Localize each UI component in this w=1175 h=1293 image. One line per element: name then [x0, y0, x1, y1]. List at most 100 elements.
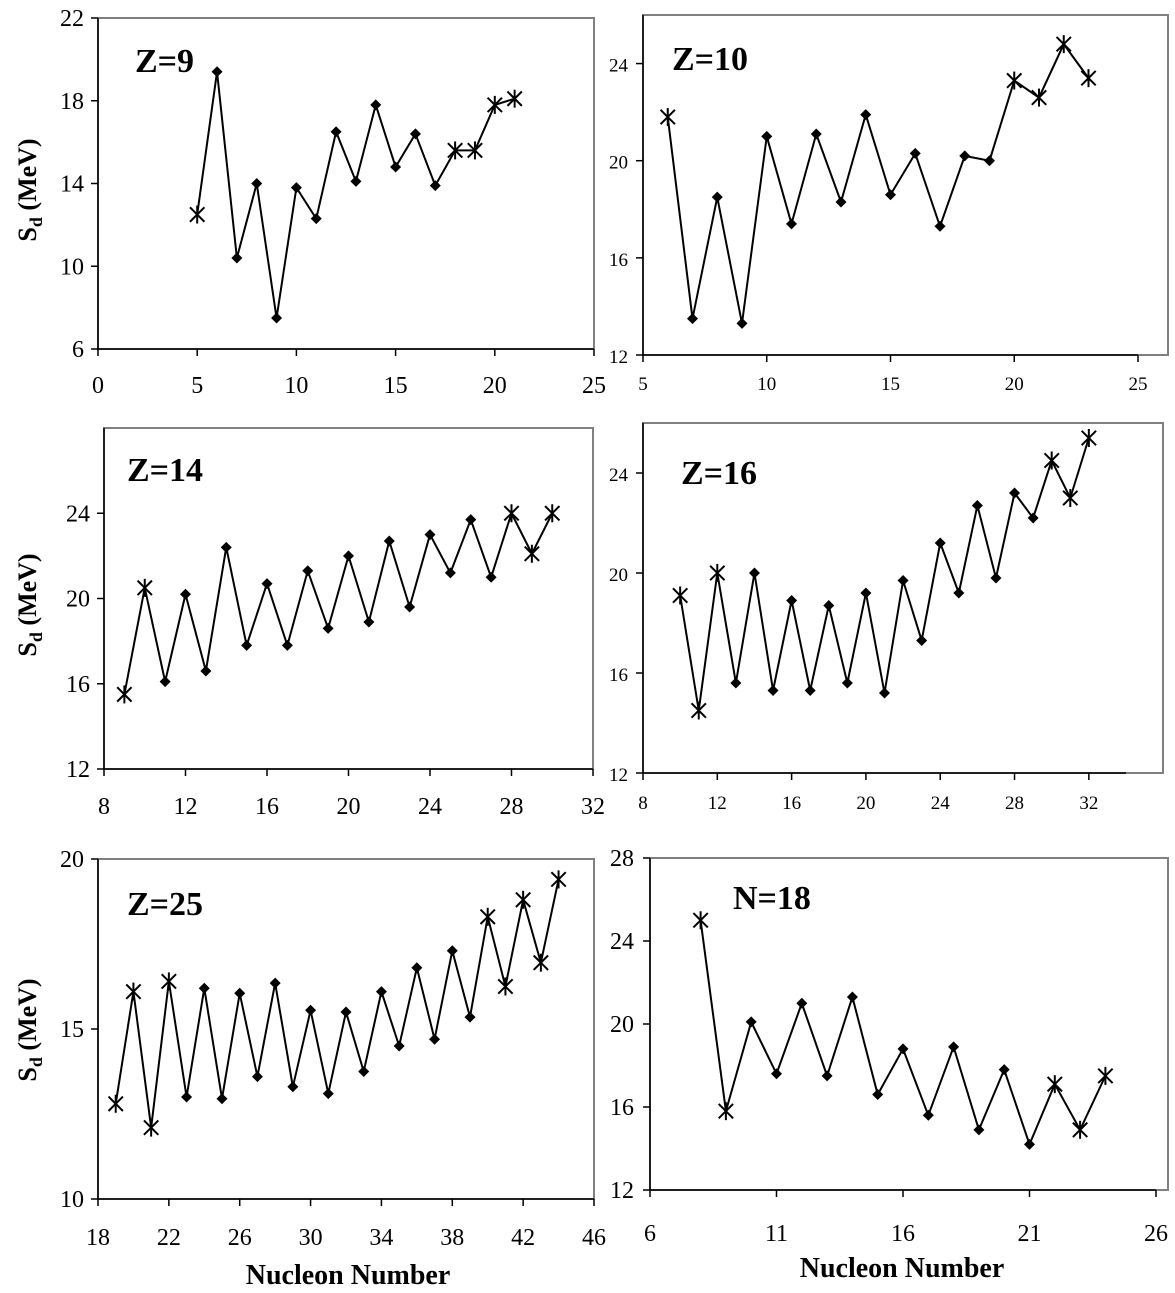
data-point-diamond	[761, 130, 773, 142]
y-tick-label: 16	[609, 665, 628, 686]
data-point-diamond	[872, 1089, 884, 1101]
x-tick-label: 12	[708, 793, 727, 814]
data-point-star	[1080, 429, 1097, 447]
y-tick-label: 24	[66, 501, 90, 527]
y-tick-label: 20	[60, 847, 84, 873]
data-point-diamond	[271, 312, 283, 324]
data-point-diamond	[251, 178, 263, 189]
data-point-diamond	[429, 1033, 441, 1045]
data-point-diamond	[767, 685, 779, 696]
data-point-diamond	[998, 1064, 1010, 1076]
series-line	[699, 920, 1107, 1148]
y-tick-label: 22	[60, 6, 84, 32]
data-point-diamond	[363, 616, 375, 628]
data-point-diamond	[446, 945, 458, 957]
data-point-star	[160, 972, 177, 991]
y-tick-label: 6	[72, 337, 84, 363]
data-point-star	[479, 907, 496, 926]
x-axis-label: Nucleon Number	[800, 1253, 1005, 1284]
data-point-diamond	[897, 1043, 909, 1055]
data-point-star	[125, 982, 142, 1001]
data-point-star	[544, 504, 561, 523]
x-tick-label: 16	[782, 793, 801, 814]
data-point-star	[709, 564, 726, 582]
data-point-star	[692, 911, 709, 930]
data-point-diamond	[922, 1109, 934, 1121]
data-point-star	[1062, 489, 1079, 507]
data-point-diamond	[404, 601, 416, 613]
data-point-star	[107, 1094, 124, 1113]
data-point-star	[1072, 1120, 1089, 1139]
x-tick-label: 20	[856, 793, 875, 814]
x-tick-label: 11	[765, 1221, 788, 1247]
x-tick-label: 25	[1129, 374, 1148, 395]
data-point-diamond	[251, 1071, 263, 1083]
x-tick-label: 0	[92, 373, 104, 399]
data-point-diamond	[810, 128, 822, 140]
data-point-diamond	[934, 537, 946, 549]
data-point-diamond	[290, 182, 302, 194]
data-point-diamond	[375, 986, 387, 998]
panel-n-18: 6 11 16 21 26 12 16 20 24 28 N=18 Nucleon Number	[610, 846, 1169, 1284]
data-point-diamond	[786, 218, 797, 230]
y-tick-label: 20	[610, 1012, 634, 1038]
data-point-diamond	[835, 196, 847, 208]
data-point-star	[497, 977, 514, 996]
panel-z-14: 8 12 16 20 24 28 32 12 16 20 24 Z=14 Sd (MeV)	[13, 427, 605, 820]
y-tick-label: 20	[66, 587, 90, 613]
data-point-diamond	[322, 1088, 334, 1100]
data-point-star	[486, 95, 503, 114]
data-point-diamond	[1009, 487, 1021, 499]
data-point-star	[189, 205, 206, 224]
panel-title: N=18	[733, 880, 811, 917]
data-point-star	[1055, 35, 1072, 54]
series-line	[666, 42, 1090, 324]
panel-z-10: 5 10 15 20 25 12 16 20 24 Z=10	[609, 14, 1169, 395]
data-point-diamond	[330, 126, 342, 138]
x-tick-label: 46	[582, 1225, 606, 1251]
x-tick-label: 10	[284, 373, 308, 399]
y-tick-label: 18	[60, 89, 84, 115]
data-point-diamond	[841, 677, 853, 689]
x-tick-label: 18	[86, 1225, 110, 1251]
data-point-star	[503, 504, 520, 523]
x-tick-label: 8	[638, 793, 648, 814]
x-tick-label: 15	[881, 374, 900, 395]
panel-title: Z=10	[672, 41, 748, 78]
data-point-diamond	[730, 677, 742, 689]
data-point-star	[116, 685, 133, 704]
y-tick-label: 24	[609, 465, 629, 486]
panel-z-9: 0 5 10 15 20 25 6 10 14 18 22 Z=9 Sd (MeV)	[13, 6, 606, 399]
x-tick-label: 34	[369, 1225, 393, 1251]
x-tick-label: 26	[228, 1225, 252, 1251]
data-point-diamond	[897, 575, 909, 586]
x-tick-label: 42	[511, 1225, 535, 1251]
x-tick-label: 28	[1005, 793, 1024, 814]
data-point-star	[672, 586, 689, 605]
x-tick-label: 12	[174, 794, 198, 820]
y-tick-label: 10	[60, 1187, 84, 1213]
series-line	[196, 71, 515, 319]
x-tick-label: 20	[483, 373, 507, 399]
data-point-diamond	[409, 128, 421, 140]
data-point-diamond	[393, 1040, 405, 1052]
data-point-diamond	[310, 213, 322, 225]
data-point-star	[515, 890, 532, 909]
y-tick-label: 16	[66, 672, 90, 698]
data-point-diamond	[485, 571, 497, 583]
x-tick-label: 25	[582, 373, 606, 399]
data-point-diamond	[241, 639, 253, 651]
x-tick-label: 30	[299, 1225, 323, 1251]
data-point-diamond	[748, 567, 760, 579]
x-tick-label: 20	[1005, 374, 1024, 395]
data-point-diamond	[736, 317, 748, 329]
x-tick-label: 15	[384, 373, 408, 399]
data-point-diamond	[804, 685, 816, 696]
data-point-diamond	[287, 1081, 299, 1093]
x-tick-label: 24	[931, 793, 951, 814]
data-point-diamond	[211, 66, 223, 78]
data-point-diamond	[464, 1011, 476, 1023]
data-point-diamond	[885, 189, 896, 201]
data-point-diamond	[771, 1068, 782, 1080]
data-point-diamond	[959, 150, 971, 162]
